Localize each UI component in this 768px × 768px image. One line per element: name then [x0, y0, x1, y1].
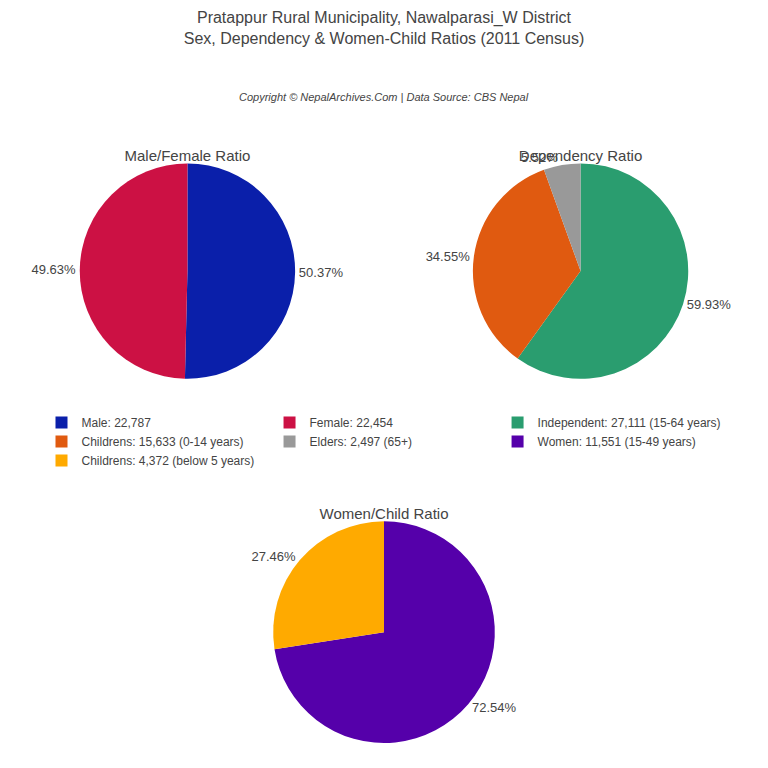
svg-text:Male: 22,787: Male: 22,787: [82, 416, 152, 430]
svg-text:Independent: 27,111 (15-64 yea: Independent: 27,111 (15-64 years): [538, 416, 721, 430]
svg-text:49.63%: 49.63%: [31, 262, 76, 277]
svg-text:5.52%: 5.52%: [521, 150, 558, 165]
svg-text:72.54%: 72.54%: [472, 700, 517, 715]
svg-text:59.93%: 59.93%: [687, 297, 732, 312]
svg-text:Female: 22,454: Female: 22,454: [310, 416, 394, 430]
svg-text:Copyright © NepalArchives.Com: Copyright © NepalArchives.Com | Data Sou…: [239, 91, 529, 103]
svg-text:50.37%: 50.37%: [299, 265, 344, 280]
svg-text:34.55%: 34.55%: [426, 249, 471, 264]
svg-text:Elders: 2,497 (65+): Elders: 2,497 (65+): [310, 435, 412, 449]
svg-text:Childrens: 4,372 (below 5 year: Childrens: 4,372 (below 5 years): [82, 454, 255, 468]
svg-text:Childrens: 15,633 (0-14 years): Childrens: 15,633 (0-14 years): [82, 435, 244, 449]
svg-text:Dependency Ratio: Dependency Ratio: [519, 147, 642, 164]
svg-text:Women/Child Ratio: Women/Child Ratio: [320, 505, 449, 522]
svg-text:27.46%: 27.46%: [252, 549, 297, 564]
svg-text:Male/Female Ratio: Male/Female Ratio: [124, 147, 250, 164]
svg-text:Women: 11,551 (15-49 years): Women: 11,551 (15-49 years): [538, 435, 696, 449]
svg-text:Pratappur Rural Municipality,: Pratappur Rural Municipality, Nawalparas…: [184, 9, 585, 47]
